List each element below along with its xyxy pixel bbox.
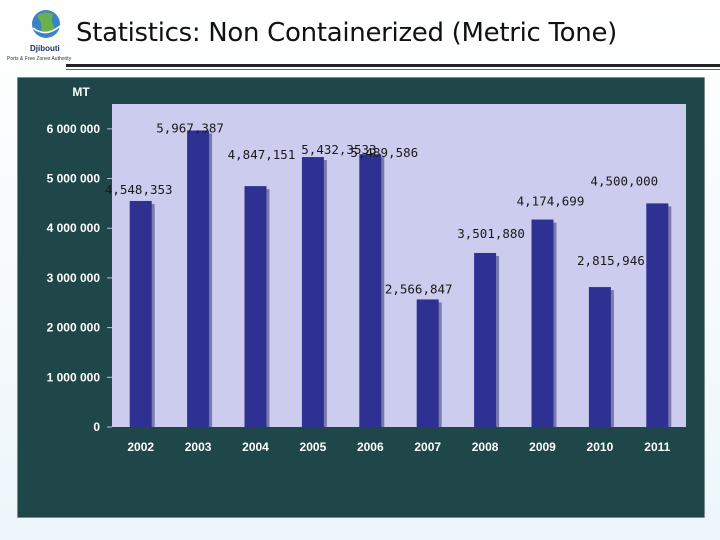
bar-2005 [301,157,324,427]
x-tick-label-2008: 2008 [472,440,499,454]
data-label-2009: 4,174,699 [517,194,585,209]
data-label-2003: 5,967,387 [156,120,224,135]
y-tick-label: 3 000 000 [47,271,101,285]
data-label-2005: 5,432,3533 [301,142,376,157]
logo-tagline: Ports & Free Zones Authority [7,56,72,62]
logo-name: Djibouti [30,44,60,53]
x-tick-label-2011: 2011 [644,440,670,454]
y-tick-label: 5 000 000 [47,172,101,186]
title-divider-thin [66,69,720,70]
data-label-2008: 3,501,880 [457,226,525,241]
bar-2003 [187,130,210,427]
y-tick-label: 0 [93,420,100,434]
x-tick-label-2005: 2005 [300,440,327,454]
y-tick-label: 4 000 000 [47,221,101,235]
bar-chart: MT 0 1 000 000 2 000 000 3 000 000 4 000 000 5… [17,77,705,518]
djibouti-ports-logo: Djibouti Ports & Free Zones Authority [7,10,72,62]
bar-2011 [646,203,669,427]
x-tick-label-2010: 2010 [587,440,614,454]
y-tick-label: 2 000 000 [47,321,101,335]
bar-2006 [359,154,382,427]
x-tick-label-2009: 2009 [529,440,556,454]
x-tick-label-2004: 2004 [242,440,269,454]
data-label-2010: 2,815,946 [577,253,645,268]
bar-2004 [244,186,267,427]
data-label-2004: 4,847,151 [228,147,296,162]
x-tick-label-2002: 2002 [127,440,154,454]
y-axis-label: MT [72,85,90,99]
bar-2009 [531,219,554,427]
x-tick-label-2007: 2007 [414,440,441,454]
data-label-2006: 5,489,586 [350,145,418,160]
data-label-2002: 4,548,353 [105,182,173,197]
y-tick-label: 1 000 000 [47,370,101,384]
bar-2007 [416,299,439,427]
bar-2002 [129,200,152,427]
slide-title: Statistics: Non Containerized (Metric To… [76,18,617,48]
y-tick-label: 6 000 000 [47,122,101,136]
bar-2010 [588,287,611,427]
x-tick-label-2003: 2003 [185,440,212,454]
bar-2008 [474,252,497,427]
title-divider [66,64,720,67]
x-tick-label-2006: 2006 [357,440,384,454]
data-label-2007: 2,566,847 [385,281,453,296]
data-label-2011: 4,500,000 [590,173,658,188]
